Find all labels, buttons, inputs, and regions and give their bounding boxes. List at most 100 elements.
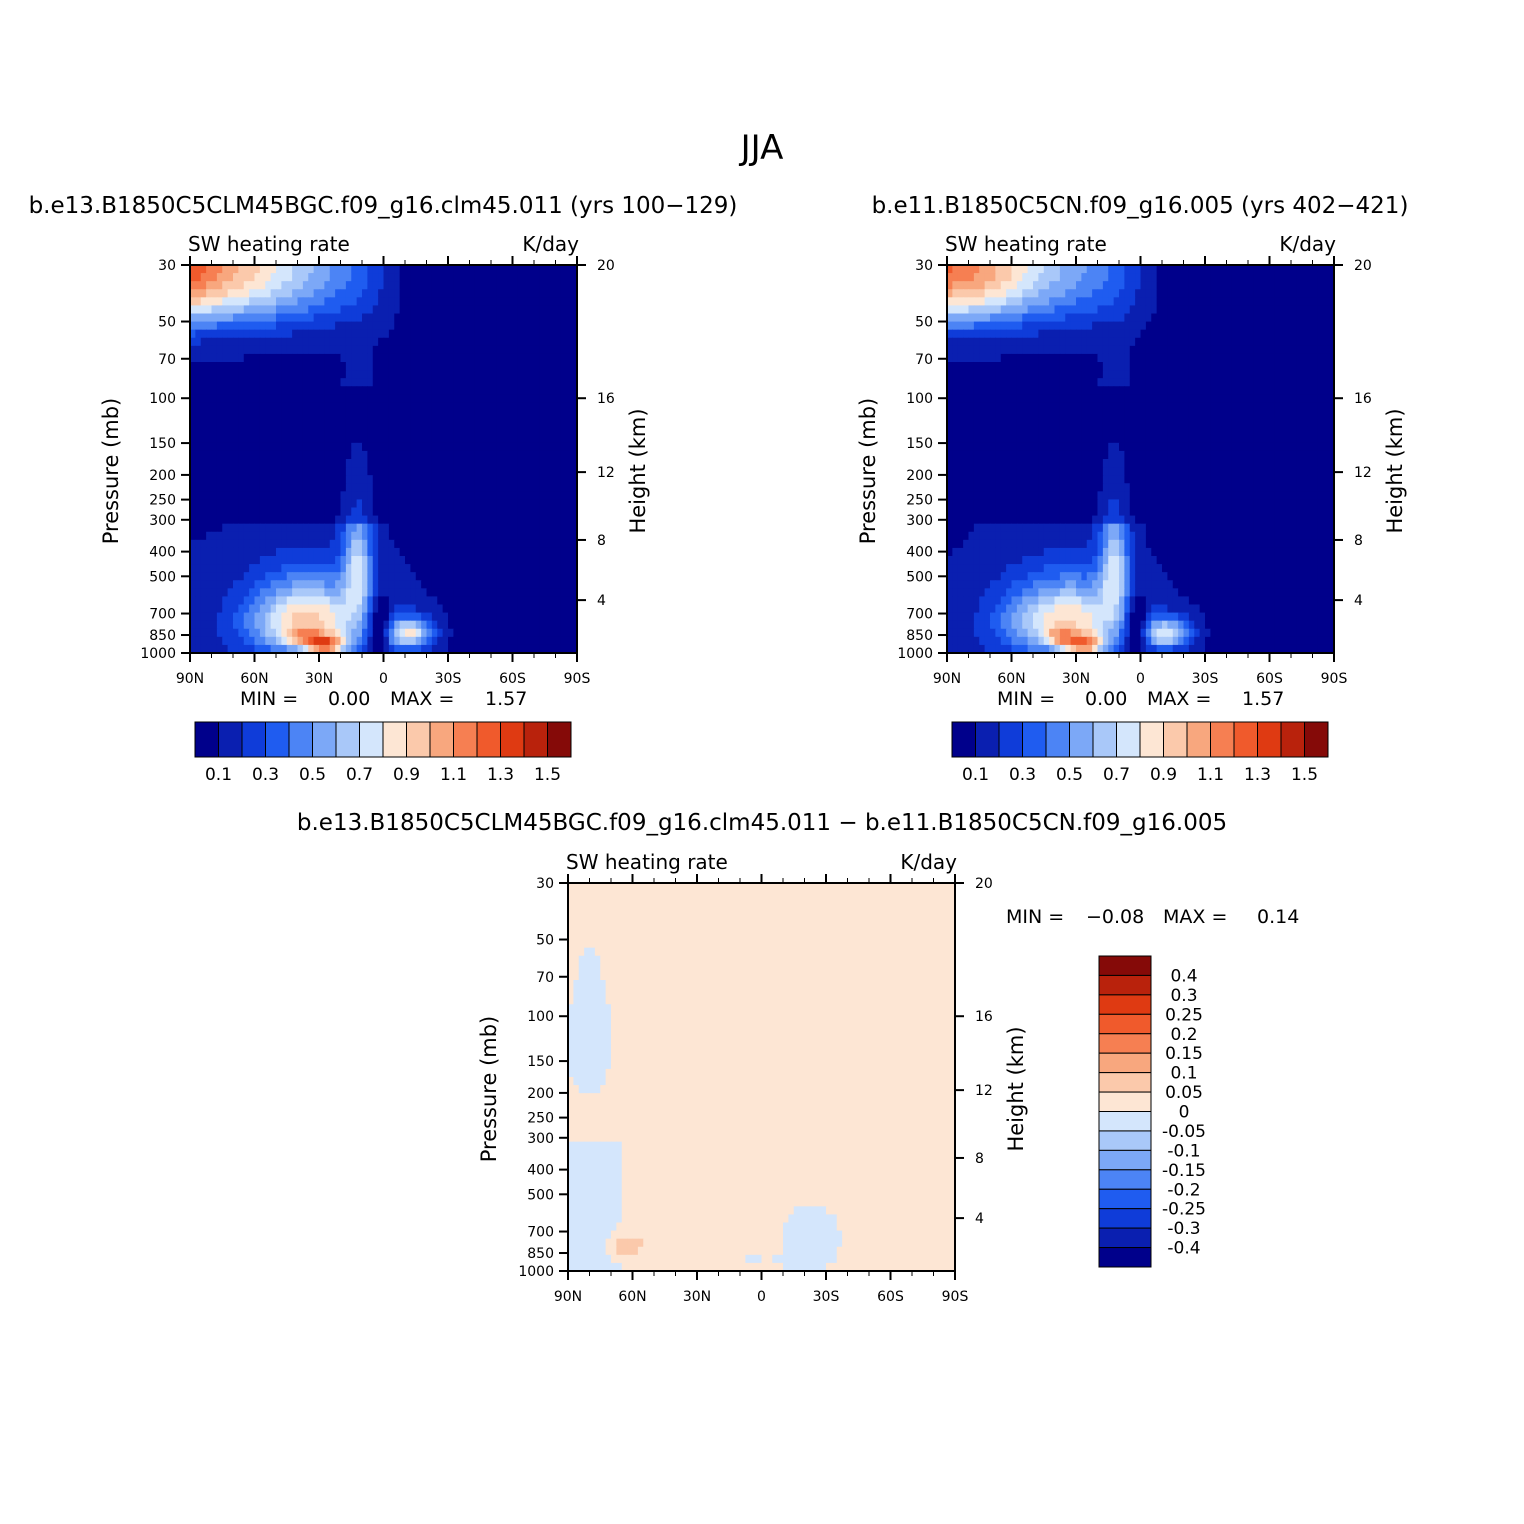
field-cell <box>286 572 293 581</box>
field-cell <box>1065 281 1072 290</box>
field-cell <box>491 305 497 315</box>
field-cell <box>448 265 454 274</box>
field-cell <box>319 556 325 565</box>
field-cell <box>324 402 331 412</box>
field-cell <box>968 265 975 274</box>
field-cell <box>539 467 546 476</box>
field-cell <box>324 507 331 517</box>
field-cell <box>501 442 508 452</box>
field-cell <box>496 539 503 549</box>
panel_a-plot: SW heating rate K/day30507010015020025030… <box>99 232 650 687</box>
field-cell <box>340 370 347 379</box>
field-cell <box>437 588 444 598</box>
field-cell <box>448 370 454 379</box>
field-cell <box>555 394 562 404</box>
field-cell <box>458 329 465 339</box>
field-cell <box>1178 337 1185 347</box>
field-cell <box>308 467 315 476</box>
field-cell <box>1242 273 1249 282</box>
field-cell <box>566 547 573 557</box>
field-cell <box>1016 289 1023 298</box>
field-cell <box>206 491 213 501</box>
field-cell <box>238 386 245 395</box>
field-cell <box>216 337 223 347</box>
field-cell <box>292 281 299 290</box>
field-cell <box>534 281 540 290</box>
field-cell <box>227 305 234 315</box>
field-cell <box>329 612 336 622</box>
field-cell <box>1285 321 1292 331</box>
field-cell <box>259 636 266 646</box>
field-cell <box>415 483 422 492</box>
field-cell <box>453 362 460 371</box>
y-tick-label: 100 <box>149 391 176 407</box>
field-cell <box>399 450 406 460</box>
field-cell <box>308 313 315 323</box>
field-cell <box>1269 321 1276 331</box>
field-cell <box>544 547 551 557</box>
field-cell <box>1264 305 1271 315</box>
field-cell <box>952 418 959 428</box>
field-cell <box>362 442 368 452</box>
field-cell <box>534 580 540 589</box>
field-cell <box>351 418 358 428</box>
field-cell <box>216 386 223 395</box>
field-cell <box>308 402 315 412</box>
field-cell <box>1307 410 1314 420</box>
field-cell <box>308 418 315 428</box>
field-cell <box>968 345 975 355</box>
field-cell <box>1280 370 1287 379</box>
field-cell <box>517 329 524 339</box>
field-cell <box>345 434 352 444</box>
field-cell <box>227 321 234 331</box>
field-cell <box>276 337 282 347</box>
field-cell <box>485 628 492 638</box>
field-cell <box>539 588 546 598</box>
field-cell <box>448 596 454 606</box>
field-cell <box>448 321 454 331</box>
field-cell <box>1296 313 1303 323</box>
field-cell <box>995 345 1002 355</box>
field-cell <box>464 572 471 581</box>
field-cell <box>1022 394 1029 404</box>
field-cell <box>1102 321 1109 331</box>
field-cell <box>973 386 980 395</box>
field-cell <box>963 394 970 404</box>
field-cell <box>995 402 1002 412</box>
field-cell <box>1194 370 1201 379</box>
field-cell <box>979 297 986 307</box>
field-cell <box>233 491 239 501</box>
field-cell <box>270 636 277 646</box>
field-cell <box>410 362 417 371</box>
field-cell <box>1210 394 1217 404</box>
field-cell <box>351 596 358 606</box>
field-cell <box>335 378 342 387</box>
field-cell <box>394 313 401 323</box>
field-cell <box>313 604 320 614</box>
field-cell <box>1248 386 1254 395</box>
field-cell <box>528 556 535 565</box>
field-cell <box>222 588 229 598</box>
field-cell <box>324 531 331 541</box>
field-cell <box>211 523 218 533</box>
field-cell <box>308 523 315 533</box>
field-cell <box>415 305 422 315</box>
field-cell <box>1188 345 1195 355</box>
field-cell <box>560 636 567 646</box>
field-cell <box>464 297 471 307</box>
field-cell <box>227 410 234 420</box>
field-cell <box>474 604 481 614</box>
field-cell <box>281 636 288 646</box>
field-cell <box>1016 410 1023 420</box>
field-cell <box>415 362 422 371</box>
field-cell <box>276 636 282 646</box>
field-cell <box>319 321 325 331</box>
field-cell <box>415 394 422 404</box>
field-cell <box>973 402 980 412</box>
field-cell <box>372 467 379 476</box>
field-cell <box>378 378 385 387</box>
field-cell <box>496 402 503 412</box>
field-cell <box>421 410 428 420</box>
field-cell <box>1280 353 1287 363</box>
field-cell <box>405 499 411 509</box>
